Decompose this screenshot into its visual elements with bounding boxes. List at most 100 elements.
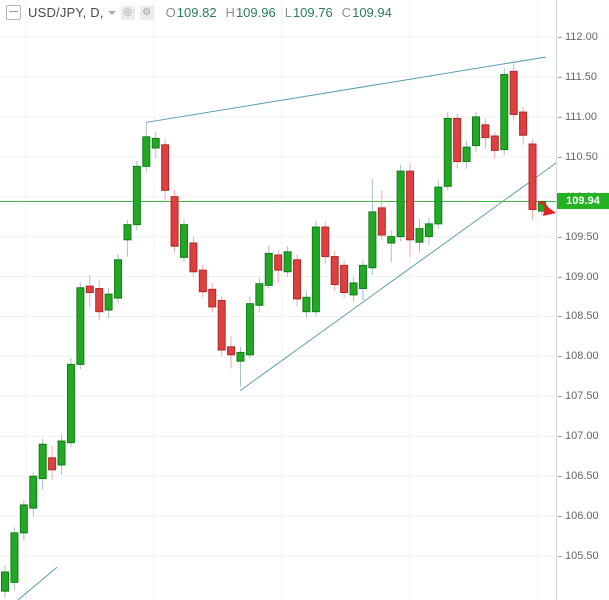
ohlc-readout: O109.82 H109.96 L109.76 C109.94	[166, 5, 401, 20]
candle-body	[19, 504, 28, 534]
candle-body	[85, 285, 94, 294]
price-axis-label: 111.50	[557, 70, 598, 83]
candle-body	[255, 283, 264, 306]
ohlc-letter: H	[225, 5, 235, 20]
ohlc-item-l: L109.76	[285, 5, 333, 20]
candle-body	[179, 224, 188, 258]
candle-body	[302, 296, 311, 313]
price-axis-label: 109.50	[558, 230, 599, 243]
candle-body	[132, 165, 141, 226]
grid-layer	[0, 0, 557, 600]
candles-layer	[1, 63, 546, 598]
candle-body	[57, 440, 66, 466]
price-axis-label: 108.00	[558, 350, 599, 363]
candle-body	[321, 226, 330, 258]
lower-trendline[interactable]	[239, 161, 558, 392]
candle-body	[245, 303, 254, 356]
trendlines-layer	[17, 56, 558, 600]
price-axis-label: 110.50	[558, 150, 598, 163]
candle-body	[311, 226, 320, 313]
price-axis-label: 112.00	[558, 31, 598, 43]
upper-trendline[interactable]	[145, 56, 547, 123]
ohlc-value: 109.94	[352, 5, 392, 20]
candle-body	[368, 211, 377, 269]
price-axis-label: 111.00	[557, 110, 598, 123]
ohlc-value: 109.82	[176, 5, 217, 20]
ohlc-item-c: C109.94	[342, 5, 392, 20]
candle-body	[387, 236, 396, 244]
candle-body	[227, 346, 236, 356]
candle-body	[38, 443, 47, 480]
price-axis-label: 106.50	[558, 470, 599, 483]
candle-body	[349, 282, 358, 296]
price-axis[interactable]: 109.94 112.00111.50111.00110.50110.00109…	[556, 0, 609, 600]
candle-body	[114, 259, 123, 299]
candle-body	[377, 207, 386, 236]
candle-body	[274, 254, 283, 271]
ohlc-letter: C	[341, 5, 352, 20]
candle-body	[472, 116, 480, 147]
collapse-icon[interactable]	[6, 5, 21, 20]
collapse-icon-bar	[9, 11, 18, 12]
dot-circle-icon[interactable]: ◎	[120, 5, 135, 20]
candle-body	[509, 70, 518, 115]
candle-body	[415, 228, 424, 243]
candle-body	[151, 137, 160, 149]
price-axis-label: 106.00	[558, 510, 599, 523]
candle-body	[396, 170, 405, 238]
candle-body	[293, 259, 302, 300]
price-axis-label: 107.50	[558, 390, 599, 403]
candle-body	[189, 242, 198, 273]
sell-arrow-head	[543, 205, 556, 216]
candle-body	[481, 124, 490, 139]
candle-body	[198, 269, 207, 293]
candle-body	[490, 135, 499, 151]
candle-body	[123, 224, 132, 241]
ohlc-value: 109.96	[235, 5, 276, 20]
candle-body	[66, 363, 75, 444]
candle-body	[161, 144, 170, 191]
price-axis-label: 108.50	[558, 310, 599, 323]
candle-body	[453, 117, 462, 163]
candle-body	[217, 300, 226, 351]
candle-body	[443, 117, 452, 187]
ohlc-letter: L	[284, 5, 292, 20]
candle-body	[142, 136, 151, 167]
candle-body	[358, 264, 367, 290]
price-axis-label: 105.50	[558, 550, 599, 563]
ohlc-letter: O	[165, 5, 176, 20]
candle-body	[76, 287, 85, 365]
candle-body	[424, 223, 433, 238]
candle-body	[29, 475, 38, 509]
candle-body	[208, 288, 217, 308]
candle-body	[264, 252, 273, 286]
candle-body	[10, 532, 19, 583]
candle-body	[528, 143, 537, 210]
candle-body	[434, 186, 443, 225]
ohlc-item-o: O109.82	[166, 5, 217, 20]
candle-body	[462, 146, 471, 163]
sell-arrow[interactable]	[538, 200, 556, 216]
candle-body	[406, 170, 415, 241]
corner-trendline-segment[interactable]	[17, 566, 58, 600]
chart-legend-header: USD/JPY, D, ◎ ⚙ O109.82 H109.96 L109.76 C10…	[6, 5, 401, 20]
candle-body	[500, 74, 509, 151]
last-price-badge: 109.94	[557, 193, 609, 210]
price-axis-label: 109.00	[558, 270, 599, 283]
candle-body	[236, 351, 245, 362]
ohlc-value: 109.76	[292, 5, 333, 20]
candle-body	[95, 288, 104, 313]
candle-body	[283, 251, 292, 273]
gear-icon[interactable]: ⚙	[139, 5, 154, 20]
candle-body	[104, 293, 113, 311]
symbol-title[interactable]: USD/JPY, D,	[28, 5, 104, 20]
price-axis-label: 107.00	[558, 430, 599, 443]
candle-body	[519, 111, 528, 136]
candle-body	[170, 196, 179, 247]
chevron-down-icon[interactable]	[107, 10, 116, 15]
candle-body	[1, 571, 9, 592]
ohlc-item-h: H109.96	[226, 5, 276, 20]
candle-body	[330, 256, 339, 286]
